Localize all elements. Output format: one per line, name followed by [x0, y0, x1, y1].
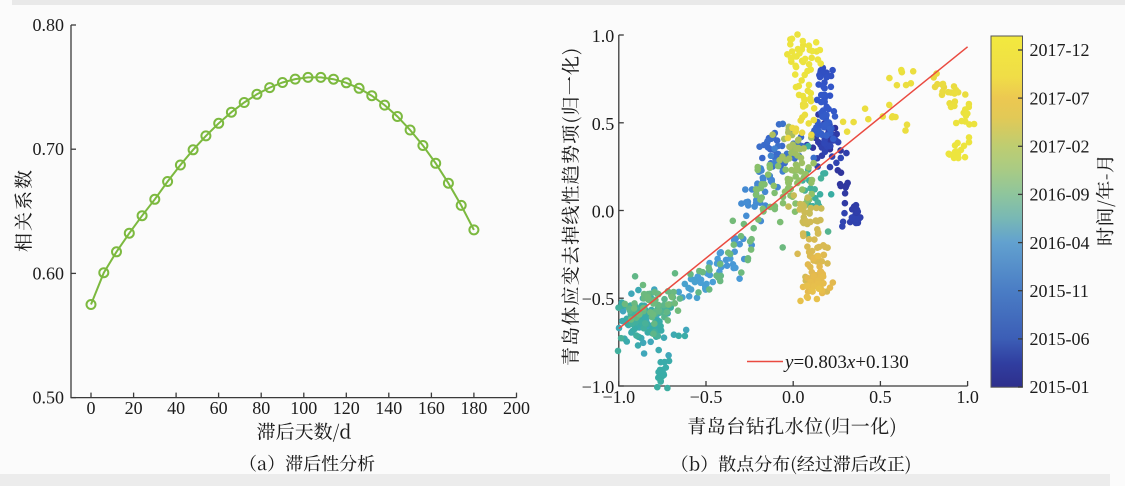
svg-text:1.0: 1.0: [956, 387, 979, 407]
svg-text:−1.0: −1.0: [582, 377, 615, 397]
svg-text:2017-07: 2017-07: [1030, 88, 1090, 108]
svg-text:80: 80: [252, 398, 270, 418]
svg-text:2015-01: 2015-01: [1030, 377, 1090, 397]
svg-text:0: 0: [87, 398, 96, 418]
svg-text:2017-12: 2017-12: [1030, 40, 1090, 60]
svg-text:2016-09: 2016-09: [1030, 185, 1090, 205]
svg-text:0.70: 0.70: [33, 139, 65, 159]
svg-text:−0.5: −0.5: [690, 387, 723, 407]
svg-text:180: 180: [460, 398, 487, 418]
svg-text:y=0.803x+0.130: y=0.803x+0.130: [783, 352, 909, 373]
svg-text:200: 200: [503, 398, 530, 418]
svg-text:100: 100: [290, 398, 317, 418]
svg-text:2015-11: 2015-11: [1030, 281, 1089, 301]
svg-text:40: 40: [167, 398, 185, 418]
svg-text:0.0: 0.0: [782, 387, 805, 407]
svg-text:2015-06: 2015-06: [1030, 329, 1090, 349]
svg-text:0.60: 0.60: [33, 263, 65, 283]
svg-text:0.5: 0.5: [869, 387, 892, 407]
svg-text:1.0: 1.0: [592, 26, 615, 46]
svg-text:−1.0: −1.0: [602, 387, 635, 407]
svg-text:160: 160: [418, 398, 445, 418]
svg-text:−0.5: −0.5: [582, 289, 615, 309]
svg-text:0.5: 0.5: [592, 114, 615, 134]
svg-text:0.80: 0.80: [33, 15, 65, 35]
svg-text:2016-04: 2016-04: [1030, 233, 1090, 253]
svg-text:0.0: 0.0: [592, 202, 615, 222]
svg-text:120: 120: [333, 398, 360, 418]
svg-text:2017-02: 2017-02: [1030, 137, 1090, 157]
svg-text:0.50: 0.50: [33, 388, 65, 408]
svg-text:20: 20: [125, 398, 143, 418]
svg-text:140: 140: [375, 398, 402, 418]
svg-text:60: 60: [210, 398, 228, 418]
